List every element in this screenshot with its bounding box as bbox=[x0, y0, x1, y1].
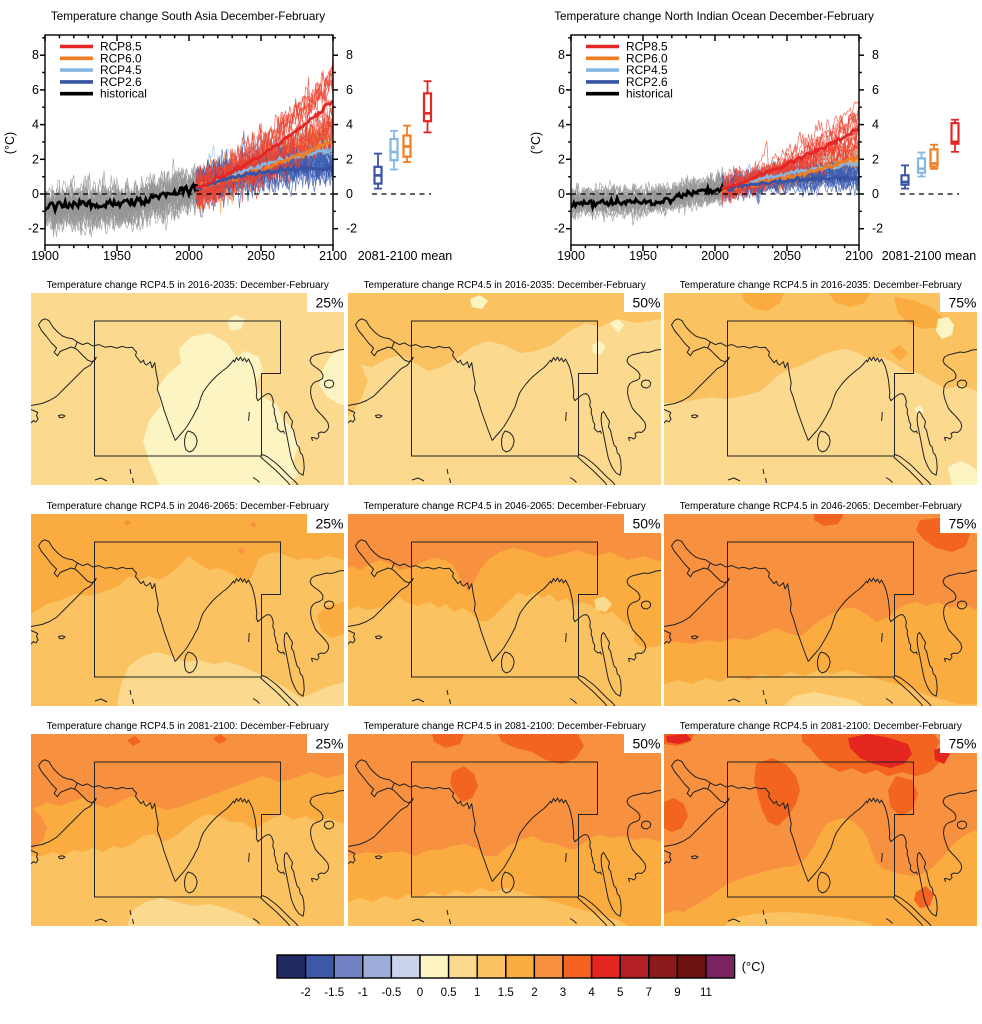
svg-text:0: 0 bbox=[346, 187, 353, 201]
svg-text:3: 3 bbox=[560, 987, 566, 999]
svg-text:1900: 1900 bbox=[31, 249, 59, 263]
svg-text:Temperature change RCP4.5 in 2: Temperature change RCP4.5 in 2016-2035: … bbox=[47, 280, 329, 291]
svg-text:RCP2.6: RCP2.6 bbox=[100, 75, 142, 89]
svg-text:Temperature change South Asia: Temperature change South Asia December-F… bbox=[51, 10, 325, 23]
svg-text:-2: -2 bbox=[872, 222, 883, 236]
svg-text:0: 0 bbox=[417, 987, 423, 999]
svg-text:RCP8.5: RCP8.5 bbox=[100, 40, 142, 54]
svg-text:historical: historical bbox=[100, 87, 147, 101]
svg-text:6: 6 bbox=[346, 83, 353, 97]
svg-text:8: 8 bbox=[558, 48, 565, 62]
svg-text:RCP6.0: RCP6.0 bbox=[100, 51, 142, 65]
svg-text:Temperature change RCP4.5 in 2: Temperature change RCP4.5 in 2016-2035: … bbox=[364, 280, 646, 291]
svg-text:2100: 2100 bbox=[845, 249, 873, 263]
svg-text:1: 1 bbox=[474, 987, 480, 999]
svg-text:2081-2100 mean: 2081-2100 mean bbox=[882, 249, 977, 263]
svg-text:2000: 2000 bbox=[701, 249, 729, 263]
svg-text:6: 6 bbox=[558, 83, 565, 97]
svg-text:Temperature change RCP4.5 in 2: Temperature change RCP4.5 in 2046-2065: … bbox=[364, 501, 646, 512]
svg-text:1950: 1950 bbox=[629, 249, 657, 263]
svg-text:75%: 75% bbox=[948, 736, 976, 752]
svg-text:2: 2 bbox=[531, 987, 537, 999]
svg-text:2100: 2100 bbox=[319, 249, 347, 263]
svg-text:Temperature change RCP4.5 in 2: Temperature change RCP4.5 in 2081-2100: … bbox=[364, 721, 646, 732]
svg-text:2: 2 bbox=[346, 152, 353, 166]
svg-text:25%: 25% bbox=[315, 516, 343, 532]
svg-text:-1: -1 bbox=[358, 987, 368, 999]
svg-text:6: 6 bbox=[872, 83, 879, 97]
svg-text:11: 11 bbox=[700, 987, 712, 999]
svg-text:-2: -2 bbox=[28, 222, 39, 236]
svg-text:2: 2 bbox=[32, 152, 39, 166]
svg-text:2081-2100 mean: 2081-2100 mean bbox=[358, 249, 453, 263]
svg-text:historical: historical bbox=[626, 87, 673, 101]
svg-text:-1.5: -1.5 bbox=[324, 987, 344, 999]
svg-text:8: 8 bbox=[32, 48, 39, 62]
svg-text:RCP4.5: RCP4.5 bbox=[626, 63, 668, 77]
svg-text:Temperature change RCP4.5 in 2: Temperature change RCP4.5 in 2046-2065: … bbox=[47, 501, 329, 512]
svg-text:4: 4 bbox=[346, 118, 353, 132]
svg-text:8: 8 bbox=[872, 48, 879, 62]
svg-text:75%: 75% bbox=[948, 516, 976, 532]
svg-text:0: 0 bbox=[32, 187, 39, 201]
svg-text:9: 9 bbox=[674, 987, 680, 999]
svg-text:25%: 25% bbox=[315, 295, 343, 311]
svg-text:-0.5: -0.5 bbox=[381, 987, 401, 999]
svg-text:RCP2.6: RCP2.6 bbox=[626, 75, 668, 89]
svg-text:Temperature change RCP4.5 in 2: Temperature change RCP4.5 in 2081-2100: … bbox=[47, 721, 329, 732]
svg-text:6: 6 bbox=[32, 83, 39, 97]
svg-text:4: 4 bbox=[32, 118, 39, 132]
svg-text:4: 4 bbox=[872, 118, 879, 132]
svg-text:(°C): (°C) bbox=[529, 132, 543, 154]
svg-text:1.5: 1.5 bbox=[498, 987, 514, 999]
svg-text:RCP4.5: RCP4.5 bbox=[100, 63, 142, 77]
svg-text:2050: 2050 bbox=[247, 249, 275, 263]
svg-text:2050: 2050 bbox=[773, 249, 801, 263]
svg-text:1950: 1950 bbox=[103, 249, 131, 263]
svg-text:0.5: 0.5 bbox=[441, 987, 457, 999]
svg-text:2: 2 bbox=[558, 152, 565, 166]
svg-text:50%: 50% bbox=[632, 516, 660, 532]
svg-text:Temperature change North India: Temperature change North Indian Ocean De… bbox=[554, 10, 874, 23]
svg-text:50%: 50% bbox=[632, 736, 660, 752]
svg-text:1900: 1900 bbox=[557, 249, 585, 263]
svg-text:5: 5 bbox=[617, 987, 623, 999]
svg-text:-2: -2 bbox=[554, 222, 565, 236]
svg-text:Temperature change RCP4.5 in 2: Temperature change RCP4.5 in 2081-2100: … bbox=[680, 721, 962, 732]
svg-text:2: 2 bbox=[872, 152, 879, 166]
svg-text:4: 4 bbox=[588, 987, 595, 999]
svg-text:-2: -2 bbox=[300, 987, 310, 999]
svg-text:Temperature change RCP4.5 in 2: Temperature change RCP4.5 in 2046-2065: … bbox=[680, 501, 962, 512]
svg-text:2000: 2000 bbox=[175, 249, 203, 263]
svg-text:75%: 75% bbox=[948, 295, 976, 311]
svg-text:8: 8 bbox=[346, 48, 353, 62]
svg-text:(°C): (°C) bbox=[3, 132, 17, 154]
svg-text:(°C): (°C) bbox=[742, 959, 765, 974]
svg-text:RCP6.0: RCP6.0 bbox=[626, 51, 668, 65]
svg-text:0: 0 bbox=[872, 187, 879, 201]
svg-text:4: 4 bbox=[558, 118, 565, 132]
svg-text:Temperature change RCP4.5 in 2: Temperature change RCP4.5 in 2016-2035: … bbox=[680, 280, 962, 291]
svg-text:50%: 50% bbox=[632, 295, 660, 311]
svg-text:25%: 25% bbox=[315, 736, 343, 752]
svg-text:7: 7 bbox=[646, 987, 652, 999]
svg-text:RCP8.5: RCP8.5 bbox=[626, 40, 668, 54]
svg-text:0: 0 bbox=[558, 187, 565, 201]
svg-text:-2: -2 bbox=[346, 222, 357, 236]
